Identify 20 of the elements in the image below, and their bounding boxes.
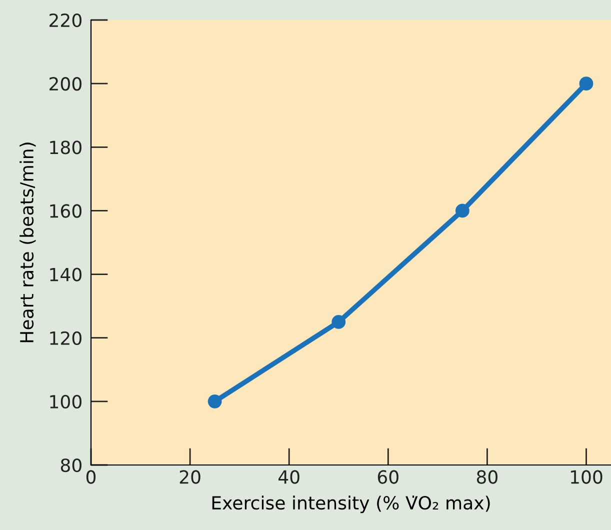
y-axis-title: Heart rate (beats/min) bbox=[20, 142, 36, 342]
x-tick-label: 100 bbox=[570, 470, 602, 484]
y-tick-label: 100 bbox=[50, 394, 82, 409]
y-tick-label: 160 bbox=[50, 204, 82, 218]
y-tick-label: 120 bbox=[50, 331, 82, 345]
x-tick-label: 60 bbox=[378, 470, 398, 484]
x-tick-label: 0 bbox=[86, 470, 96, 484]
x-tick-label: 20 bbox=[180, 470, 200, 484]
x-tick-label: 80 bbox=[476, 470, 498, 484]
y-tick-label: 80 bbox=[60, 458, 82, 472]
point bbox=[579, 76, 594, 91]
x-tick-label: 40 bbox=[278, 470, 300, 484]
point bbox=[208, 394, 222, 408]
point bbox=[332, 315, 346, 329]
point bbox=[455, 204, 470, 218]
y-tick-label: 200 bbox=[50, 77, 82, 91]
y-tick-label: 140 bbox=[50, 268, 82, 282]
y-tick-label: 180 bbox=[50, 140, 82, 154]
y-tick-label: 220 bbox=[50, 13, 82, 28]
x-axis-title: Exercise intensity (% V̇O₂ max) bbox=[212, 496, 490, 514]
